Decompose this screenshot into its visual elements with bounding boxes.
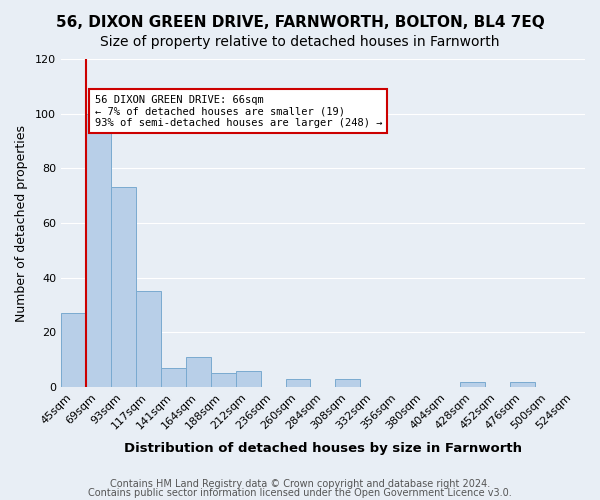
X-axis label: Distribution of detached houses by size in Farnworth: Distribution of detached houses by size … [124,442,522,455]
Bar [286,379,310,387]
Text: Size of property relative to detached houses in Farnworth: Size of property relative to detached ho… [100,35,500,49]
Bar [136,292,161,387]
Bar [510,382,535,387]
Y-axis label: Number of detached properties: Number of detached properties [15,124,28,322]
Text: Contains HM Land Registry data © Crown copyright and database right 2024.: Contains HM Land Registry data © Crown c… [110,479,490,489]
Bar [211,374,236,387]
Bar [236,370,260,387]
Text: 56 DIXON GREEN DRIVE: 66sqm
← 7% of detached houses are smaller (19)
93% of semi: 56 DIXON GREEN DRIVE: 66sqm ← 7% of deta… [95,94,382,128]
Text: Contains public sector information licensed under the Open Government Licence v3: Contains public sector information licen… [88,488,512,498]
Bar [161,368,186,387]
Bar [86,114,111,387]
Bar [111,188,136,387]
Bar [335,379,361,387]
Bar [186,357,211,387]
Text: 56, DIXON GREEN DRIVE, FARNWORTH, BOLTON, BL4 7EQ: 56, DIXON GREEN DRIVE, FARNWORTH, BOLTON… [56,15,544,30]
Bar [460,382,485,387]
Bar [61,313,86,387]
